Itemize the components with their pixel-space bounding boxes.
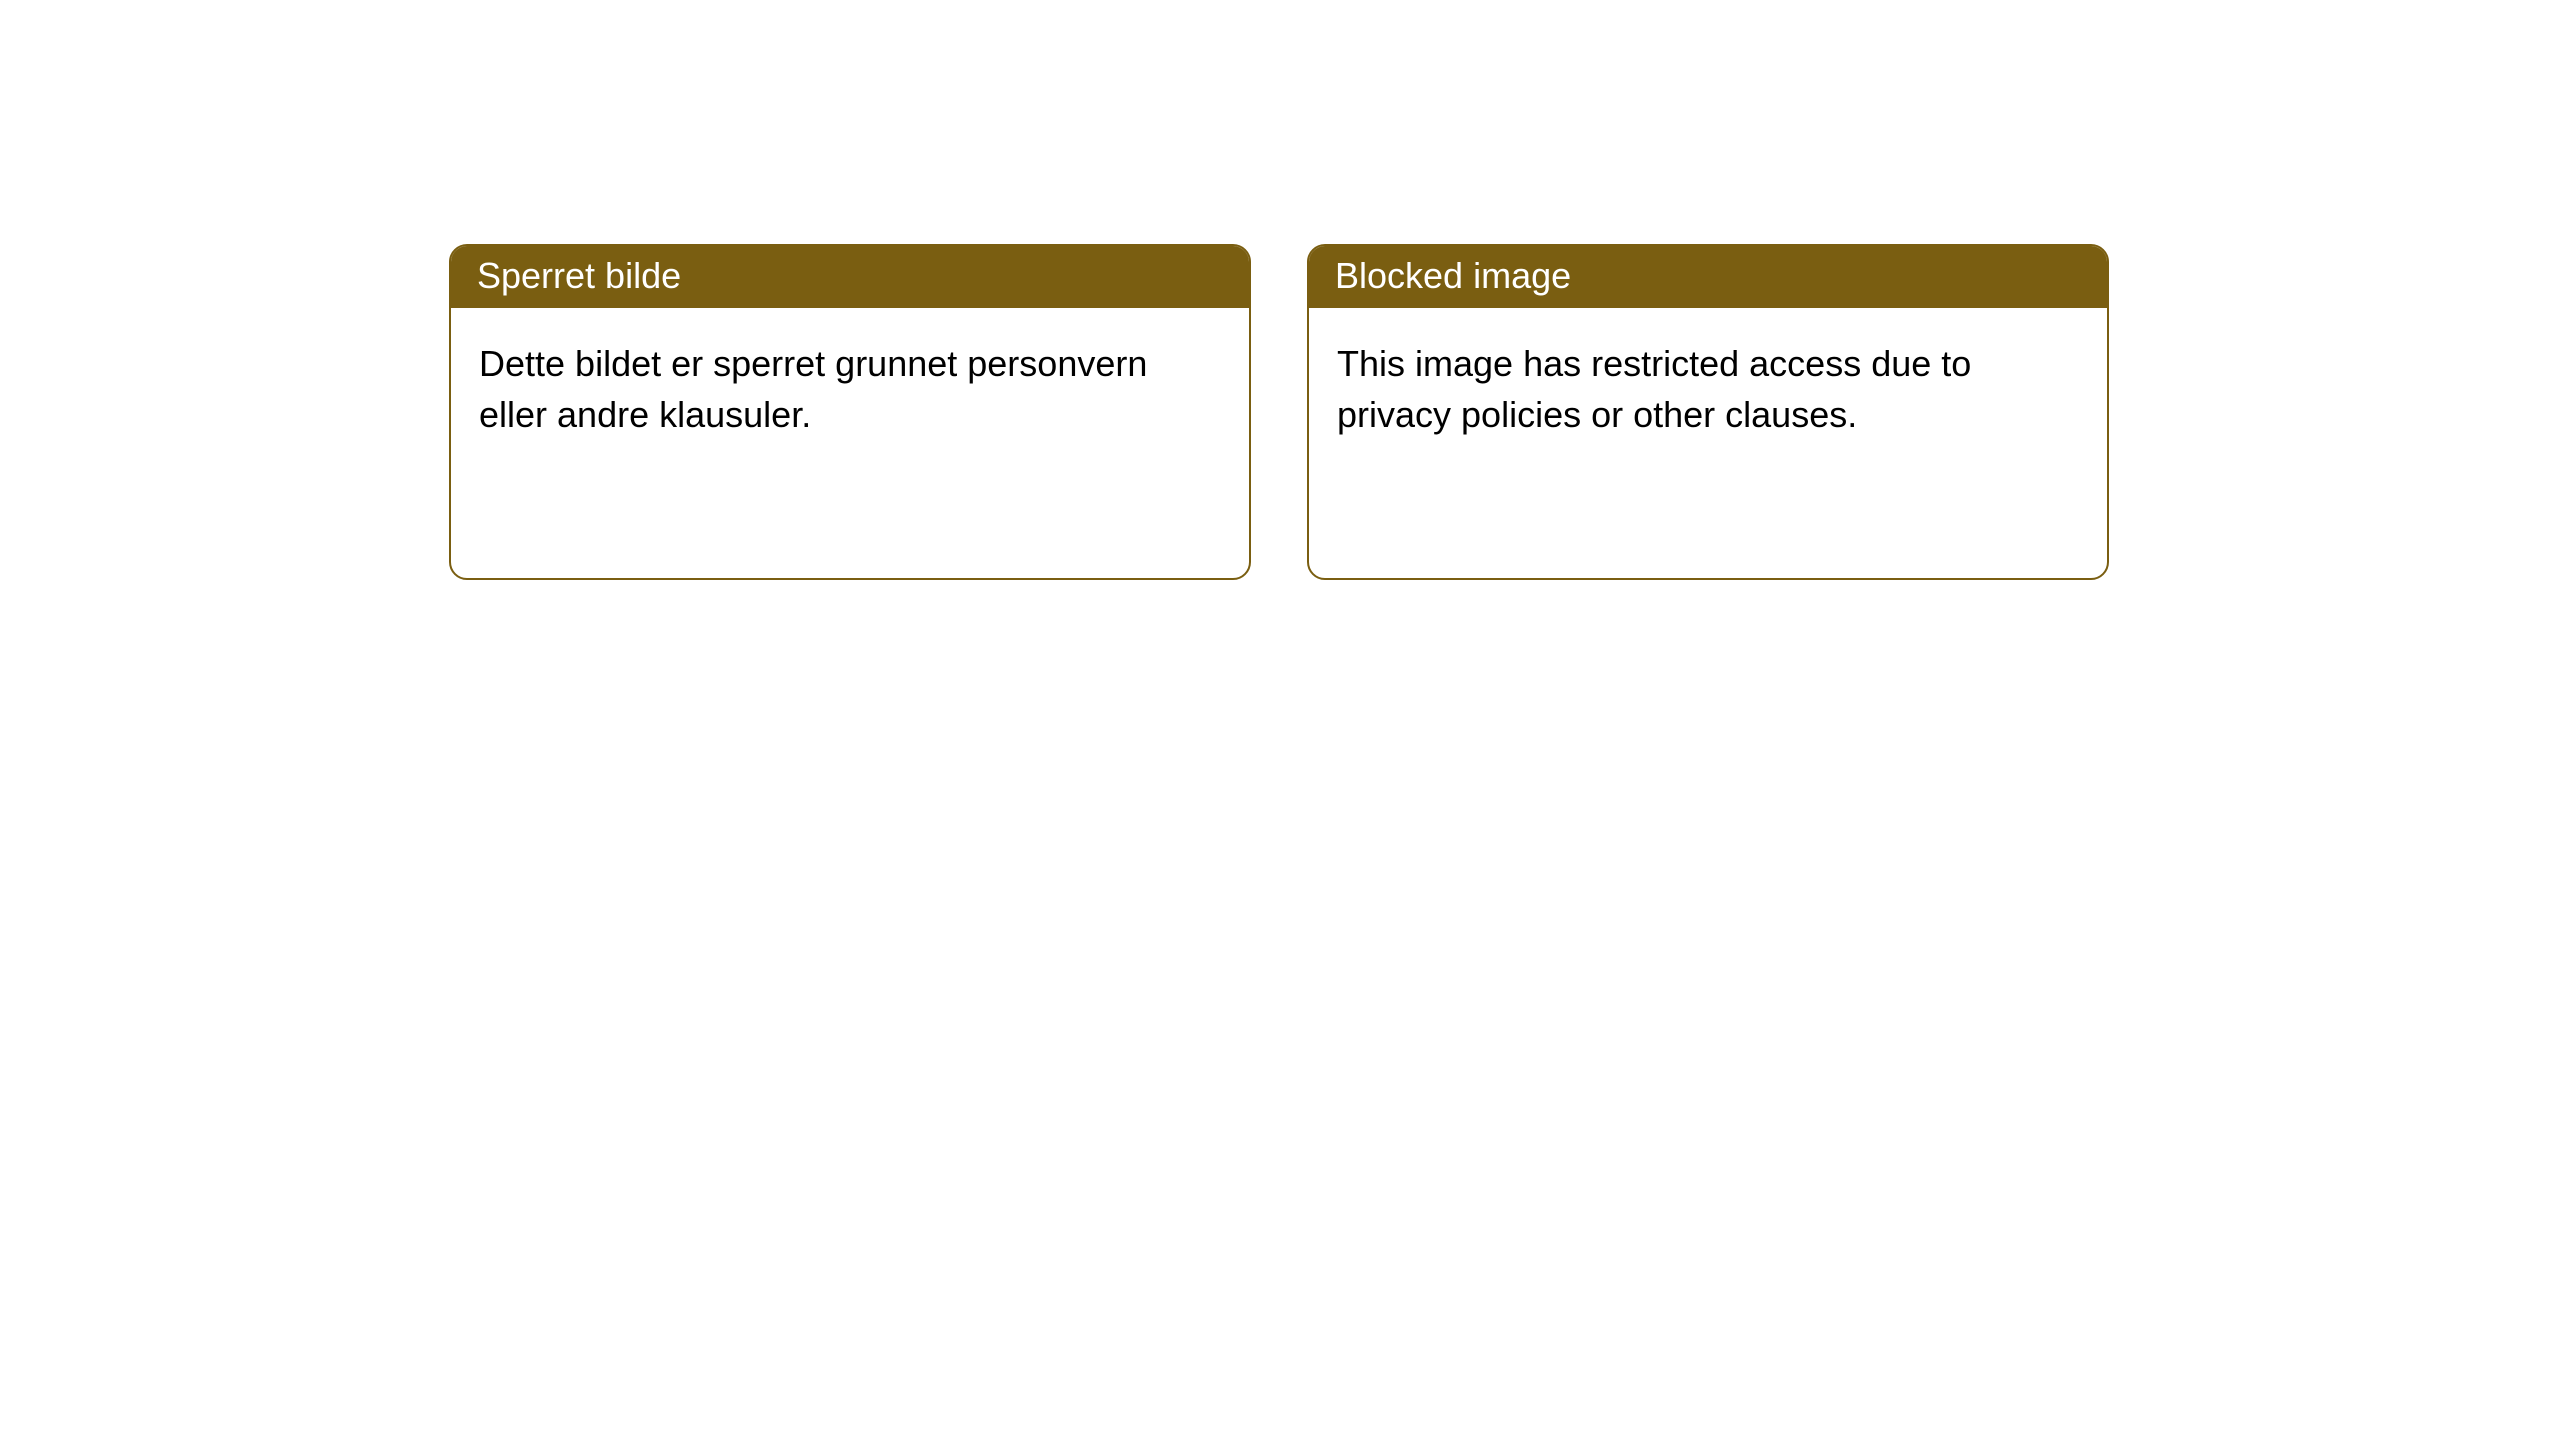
notice-cards-row: Sperret bilde Dette bildet er sperret gr…	[449, 244, 2109, 580]
notice-card-no: Sperret bilde Dette bildet er sperret gr…	[449, 244, 1251, 580]
notice-card-en: Blocked image This image has restricted …	[1307, 244, 2109, 580]
notice-card-body-no: Dette bildet er sperret grunnet personve…	[451, 308, 1249, 460]
page: Sperret bilde Dette bildet er sperret gr…	[0, 0, 2560, 1440]
notice-card-header-en: Blocked image	[1309, 246, 2107, 308]
notice-card-body-en: This image has restricted access due to …	[1309, 308, 2107, 460]
notice-card-header-no: Sperret bilde	[451, 246, 1249, 308]
